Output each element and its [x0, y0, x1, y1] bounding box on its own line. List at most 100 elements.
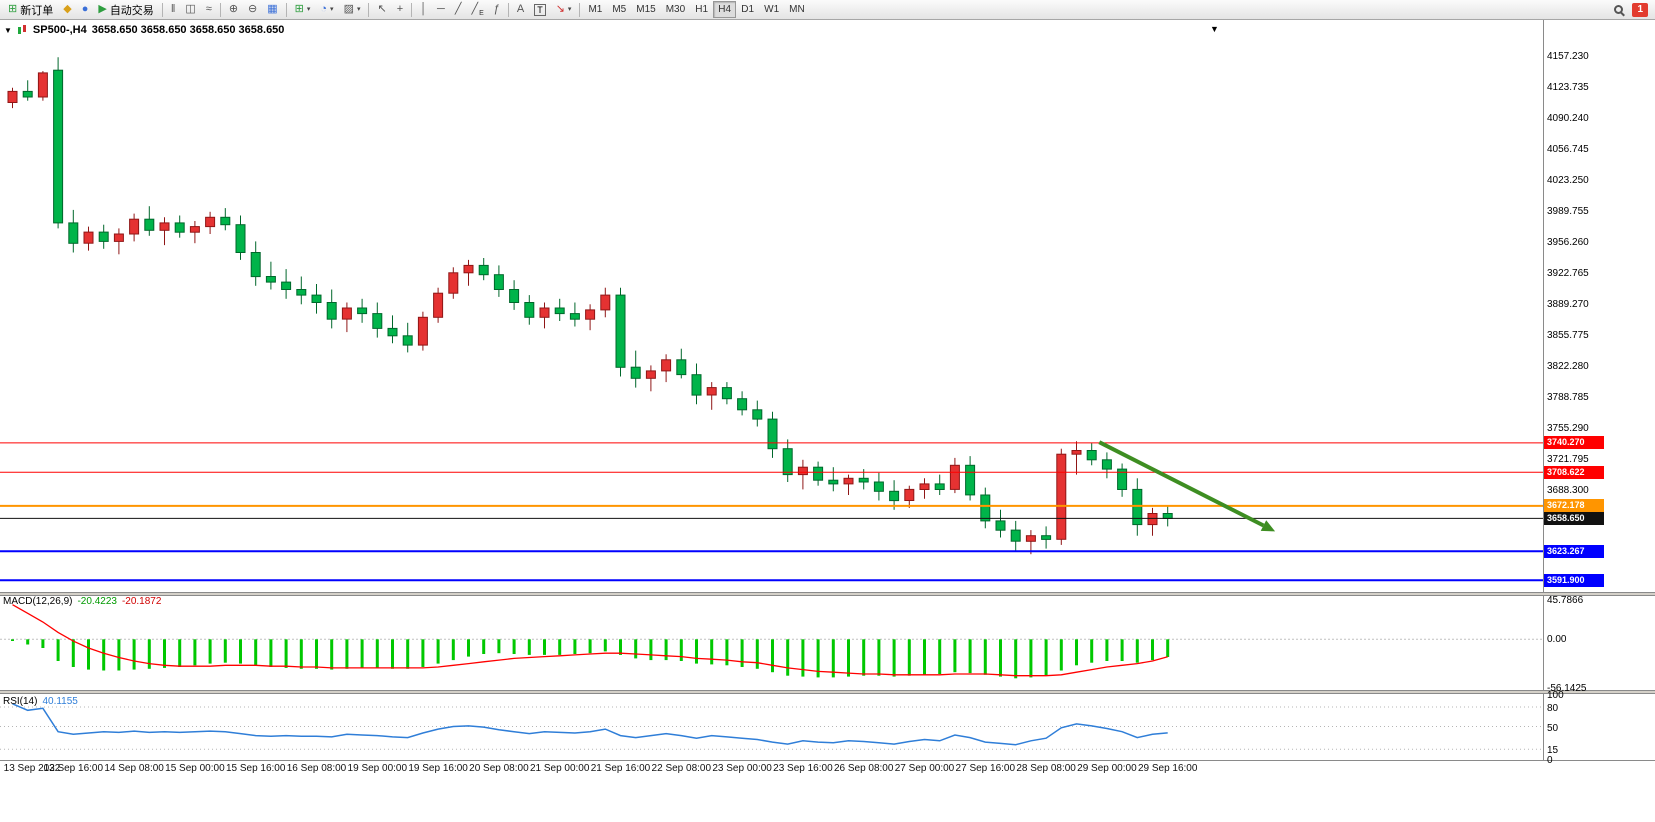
metaeditor-button[interactable]: ◆: [58, 1, 76, 18]
price-scale-label: 4056.745: [1547, 144, 1589, 155]
macd-pane[interactable]: [0, 596, 1543, 690]
cursor-button[interactable]: ↖: [372, 1, 391, 18]
pane-separator[interactable]: [0, 592, 1655, 596]
timeframe-m5-button[interactable]: M5: [607, 1, 631, 18]
search-icon: [1614, 5, 1624, 14]
timeframe-m30-button[interactable]: M30: [661, 1, 690, 18]
autotrading-button[interactable]: ▶ 自动交易: [93, 1, 158, 18]
notification-badge[interactable]: 1: [1632, 2, 1648, 17]
channel-icon: ╱: [471, 3, 479, 15]
price-scale-label: 3721.795: [1547, 454, 1589, 465]
timeframe-mn-button[interactable]: MN: [784, 1, 810, 18]
timeframe-m15-button[interactable]: M15: [631, 1, 660, 18]
rsi-pane[interactable]: [0, 694, 1543, 759]
community-button[interactable]: ●: [77, 1, 94, 18]
candle-body: [676, 359, 687, 376]
macd-signal-value: -20.1872: [121, 596, 162, 607]
macd-histogram-bar: [193, 639, 197, 666]
equidistant-channel-button[interactable]: ╱ E: [466, 1, 488, 18]
line-chart-button[interactable]: ≈: [201, 1, 217, 18]
chart-title-dropdown-icon[interactable]: ▼: [4, 25, 12, 35]
macd-histogram-bar: [299, 639, 303, 669]
candle-body: [1041, 535, 1052, 540]
macd-histogram-bar: [87, 639, 90, 670]
rsi-scale-label: 0: [1547, 755, 1553, 766]
trend-arrow-line[interactable]: [1098, 440, 1265, 528]
text-label-button[interactable]: T: [529, 1, 551, 18]
time-axis-label: 28 Sep 08:00: [1016, 763, 1076, 774]
new-chart-button[interactable]: ⊞ ▾: [290, 1, 316, 18]
new-order-button[interactable]: ⊞ 新订单: [3, 1, 58, 18]
period-button[interactable]: ◔ ▾: [315, 1, 338, 18]
price-scale-label: 3855.775: [1547, 330, 1589, 341]
time-axis-label: 29 Sep 00:00: [1077, 763, 1137, 774]
candle-body: [813, 466, 824, 481]
price-tag: 3672.178: [1544, 499, 1604, 513]
bar-chart-button[interactable]: ‖: [166, 1, 181, 18]
fibonacci-button[interactable]: ƒ: [489, 1, 505, 18]
macd-histogram-bar: [497, 639, 501, 654]
macd-histogram-bar: [1090, 639, 1094, 663]
main-price-pane[interactable]: [0, 20, 1543, 592]
timeframe-h1-button[interactable]: H1: [690, 1, 713, 18]
arrows-button[interactable]: ↘ ▾: [551, 1, 577, 18]
time-axis-label: 15 Sep 00:00: [165, 763, 225, 774]
candle-body: [737, 398, 748, 411]
toolbar-separator: [411, 2, 413, 17]
timeframe-m1-button[interactable]: M1: [583, 1, 607, 18]
horizontal-line-button[interactable]: ─: [432, 1, 450, 18]
tile-windows-button[interactable]: ▦: [262, 1, 282, 18]
candle-body: [1117, 468, 1128, 491]
pane-separator[interactable]: [0, 690, 1655, 694]
chevron-down-icon: ▾: [306, 6, 311, 13]
macd-scale-label: 45.7866: [1547, 594, 1584, 606]
price-scale[interactable]: 4157.230 4123.735 4090.240 4056.745 4023.250…: [1544, 20, 1655, 766]
candle-body: [509, 289, 520, 303]
period-icon: ◔: [320, 3, 328, 15]
vertical-line-button[interactable]: │: [415, 1, 432, 18]
candle-body: [341, 307, 352, 320]
price-scale-label: 4157.230: [1547, 51, 1589, 62]
candle-body: [600, 294, 611, 311]
macd-histogram-bar: [467, 639, 470, 657]
candlestick-chart-button[interactable]: ◫: [180, 1, 200, 18]
timeframe-w1-button[interactable]: W1: [759, 1, 784, 18]
price-scale-label: 4023.250: [1547, 175, 1589, 186]
candle-body: [281, 281, 292, 291]
symbol-icon: [17, 25, 28, 35]
template-button[interactable]: ▨ ▾: [339, 1, 366, 18]
macd-histogram-bar: [847, 639, 850, 677]
timeframe-h4-button[interactable]: H4: [713, 1, 737, 18]
toolbar-separator: [285, 2, 287, 17]
text-button[interactable]: A: [512, 1, 529, 18]
macd-histogram-bar: [1044, 639, 1048, 676]
crosshair-button[interactable]: +: [392, 1, 408, 18]
candle-body: [387, 327, 398, 337]
macd-histogram-bar: [284, 639, 288, 668]
zoom-out-button[interactable]: ⊖: [243, 1, 262, 18]
trend-arrow-head[interactable]: [1260, 520, 1276, 532]
candle-body: [904, 488, 915, 501]
chart-menu-arrow-icon[interactable]: ▼: [1210, 24, 1219, 34]
candle-body: [1056, 453, 1067, 540]
crosshair-icon: +: [396, 3, 404, 15]
macd-histogram-bar: [816, 639, 820, 678]
candle-body: [250, 252, 261, 278]
time-axis-label: 13 Sep 2022: [3, 763, 61, 774]
macd-histogram-bar: [679, 639, 683, 661]
channel-e-label: E: [479, 10, 484, 17]
cursor-icon: ↖: [377, 3, 387, 15]
time-axis[interactable]: 13 Sep 2022 13 Sep 16:00 14 Sep 08:00 15 Se…: [0, 763, 1543, 777]
candlestick-icon: ◫: [185, 3, 196, 15]
candle-body: [235, 224, 246, 253]
candle-body: [585, 309, 596, 320]
candle-body: [691, 374, 702, 396]
search-button[interactable]: [1609, 1, 1628, 18]
timeframe-d1-button[interactable]: D1: [736, 1, 759, 18]
trendline-button[interactable]: ╱: [450, 1, 467, 18]
candle-body: [645, 370, 656, 379]
zoom-in-button[interactable]: ⊕: [224, 1, 243, 18]
candle-body: [858, 477, 869, 483]
candle-body: [265, 276, 276, 283]
candle-body: [889, 490, 900, 502]
